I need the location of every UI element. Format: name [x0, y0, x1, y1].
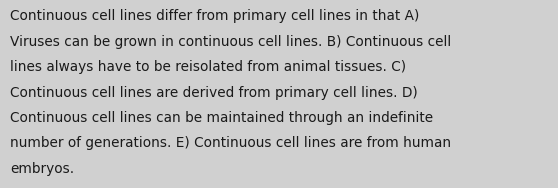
Text: lines always have to be reisolated from animal tissues. C): lines always have to be reisolated from … [10, 60, 406, 74]
Text: Continuous cell lines differ from primary cell lines in that A): Continuous cell lines differ from primar… [10, 9, 420, 23]
Text: number of generations. E) Continuous cell lines are from human: number of generations. E) Continuous cel… [10, 136, 451, 150]
Text: embryos.: embryos. [10, 162, 74, 176]
Text: Viruses can be grown in continuous cell lines. B) Continuous cell: Viruses can be grown in continuous cell … [10, 35, 451, 49]
Text: Continuous cell lines can be maintained through an indefinite: Continuous cell lines can be maintained … [10, 111, 433, 125]
Text: Continuous cell lines are derived from primary cell lines. D): Continuous cell lines are derived from p… [10, 86, 418, 99]
